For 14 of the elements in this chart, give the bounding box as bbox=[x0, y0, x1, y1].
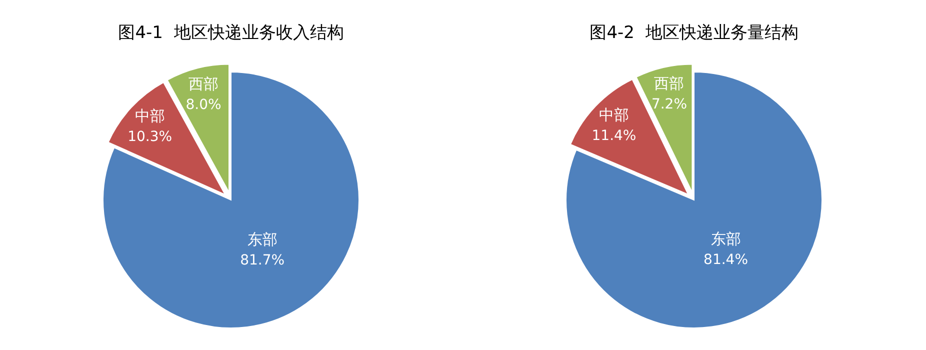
slice-label: 东部 bbox=[710, 230, 741, 248]
slice-label: 西部 bbox=[654, 74, 684, 92]
chart-title: 图4-1 地区快递业务收入结构 bbox=[118, 23, 344, 43]
slice-label: 西部 bbox=[188, 75, 219, 94]
chart-title: 图4-2 地区快递业务量结构 bbox=[590, 23, 798, 43]
data-label: 11.4% bbox=[592, 128, 636, 144]
data-label: 8.0% bbox=[186, 97, 222, 114]
data-label: 10.3% bbox=[128, 129, 172, 146]
data-label: 7.2% bbox=[651, 96, 688, 112]
data-label: 81.4% bbox=[704, 252, 748, 268]
slice-label: 东部 bbox=[247, 230, 278, 248]
slice-label: 中部 bbox=[599, 106, 629, 124]
data-label: 81.7% bbox=[240, 252, 285, 268]
slice-label: 中部 bbox=[134, 107, 165, 126]
